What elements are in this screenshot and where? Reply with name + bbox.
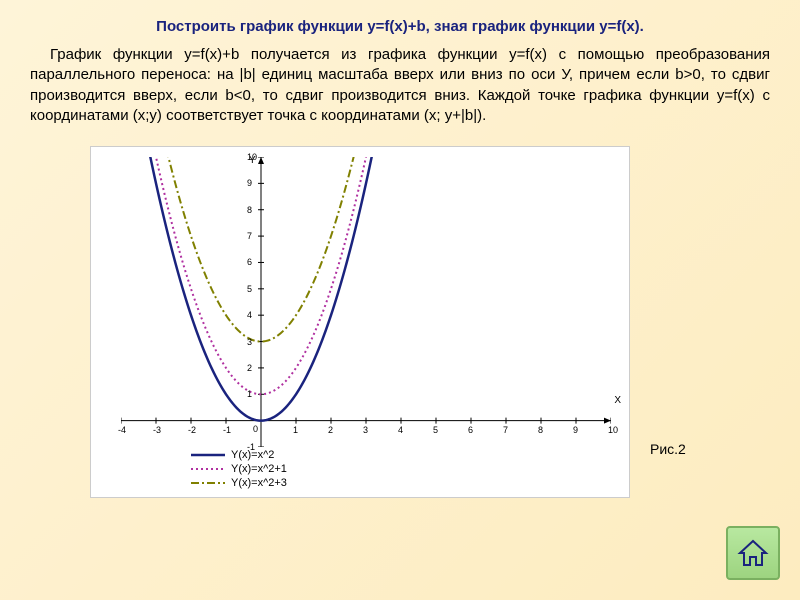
legend-label: Y(x)=x^2+1 [231, 463, 287, 475]
tick-label: 8 [538, 425, 543, 435]
tick-label: 2 [328, 425, 333, 435]
tick-label: 1 [293, 425, 298, 435]
tick-label: 3 [247, 337, 252, 347]
tick-label: 1 [247, 389, 252, 399]
page-title: Построить график функции y=f(x)+b, зная … [0, 0, 800, 45]
tick-label: -1 [223, 425, 231, 435]
tick-label: 10 [608, 425, 618, 435]
tick-label: -4 [118, 425, 126, 435]
legend-label: Y(x)=x^2 [231, 449, 274, 461]
tick-label: 4 [398, 425, 403, 435]
figure-caption: Рис.2 [650, 441, 686, 457]
tick-label: 5 [247, 284, 252, 294]
description-text: График функции y=f(x)+b получается из гр… [0, 45, 800, 136]
tick-label: 8 [247, 205, 252, 215]
legend-item: Y(x)=x^2 [191, 449, 287, 461]
y-axis-label: Y [249, 155, 256, 166]
chart-box: -4-3-2-1012345678910-112345678910 Y X Y(… [90, 146, 630, 498]
tick-label: 3 [363, 425, 368, 435]
tick-label: -2 [188, 425, 196, 435]
chart-container: -4-3-2-1012345678910-112345678910 Y X Y(… [90, 146, 650, 496]
tick-label: 9 [247, 178, 252, 188]
tick-label: 6 [247, 257, 252, 267]
legend-item: Y(x)=x^2+1 [191, 463, 287, 475]
home-button[interactable] [726, 526, 780, 580]
x-axis-label: X [614, 395, 621, 406]
tick-label: 9 [573, 425, 578, 435]
tick-label: 0 [253, 424, 258, 434]
tick-label: 6 [468, 425, 473, 435]
chart-legend: Y(x)=x^2 Y(x)=x^2+1 Y(x)=x^2+3 [191, 447, 287, 491]
tick-label: 5 [433, 425, 438, 435]
tick-label: -3 [153, 425, 161, 435]
tick-label: 4 [247, 310, 252, 320]
tick-label: 7 [247, 231, 252, 241]
tick-label: 7 [503, 425, 508, 435]
legend-label: Y(x)=x^2+3 [231, 477, 287, 489]
legend-item: Y(x)=x^2+3 [191, 477, 287, 489]
chart-plot [121, 157, 611, 447]
tick-label: 2 [247, 363, 252, 373]
home-icon [737, 539, 769, 567]
